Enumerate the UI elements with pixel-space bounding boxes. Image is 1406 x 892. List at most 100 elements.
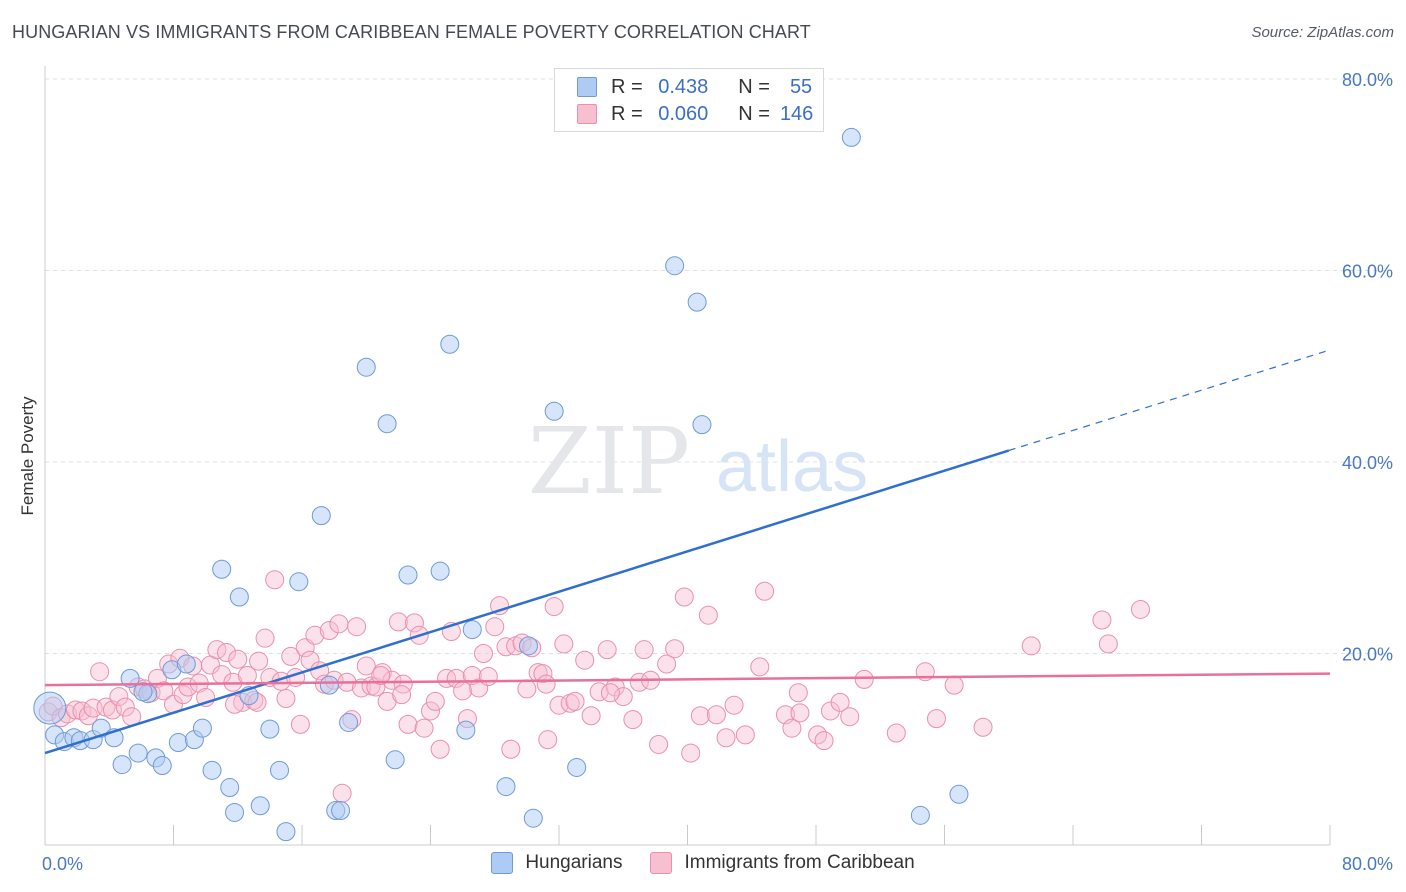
data-point-hungarians	[250, 796, 270, 816]
data-point-hungarians	[523, 808, 543, 828]
data-point-caribbean	[565, 691, 585, 711]
axes	[44, 66, 1331, 846]
data-point-hungarians	[496, 777, 516, 797]
y-tick-label: 40.0%	[1342, 453, 1393, 473]
data-point-caribbean	[319, 621, 339, 641]
data-point-caribbean	[698, 605, 718, 625]
data-point-caribbean	[430, 739, 450, 759]
data-point-caribbean	[782, 718, 802, 738]
data-point-caribbean	[228, 649, 248, 669]
stats-swatch-blue	[577, 77, 597, 97]
series-caribbean-points	[38, 570, 1150, 803]
data-point-hungarians	[319, 675, 339, 695]
data-point-hungarians	[289, 572, 309, 592]
data-point-caribbean	[1092, 610, 1112, 630]
legend-swatch-blue	[491, 852, 514, 874]
data-point-caribbean	[356, 656, 376, 676]
data-point-hungarians	[687, 292, 707, 312]
legend-label: Hungarians	[525, 852, 623, 873]
data-point-caribbean	[623, 710, 643, 730]
data-point-caribbean	[478, 666, 498, 686]
data-point-hungarians	[692, 415, 712, 435]
y-tick-label: 80.0%	[1342, 70, 1393, 90]
data-point-hungarians	[440, 334, 460, 354]
data-point-caribbean	[554, 634, 574, 654]
data-point-caribbean	[1021, 636, 1041, 656]
legend: Hungarians Immigrants from Caribbean	[0, 852, 1406, 874]
data-point-caribbean	[926, 709, 946, 729]
data-point-hungarians	[212, 559, 232, 579]
data-point-hungarians	[377, 414, 397, 434]
data-point-caribbean	[414, 718, 434, 738]
data-point-caribbean	[517, 679, 537, 699]
legend-item-hungarians[interactable]: Hungarians	[491, 852, 622, 874]
data-point-caribbean	[755, 581, 775, 601]
data-point-caribbean	[290, 714, 310, 734]
data-point-caribbean	[276, 689, 296, 709]
data-point-caribbean	[332, 783, 352, 803]
data-point-caribbean	[536, 674, 556, 694]
n-label: N =	[738, 75, 770, 98]
data-point-caribbean	[249, 651, 269, 671]
data-point-caribbean	[453, 681, 473, 701]
data-point-hungarians	[33, 691, 67, 725]
data-point-hungarians	[385, 750, 405, 770]
data-point-caribbean	[265, 570, 285, 590]
data-point-caribbean	[840, 707, 860, 727]
data-point-caribbean	[446, 668, 466, 688]
y-tick-label: 60.0%	[1342, 262, 1393, 282]
legend-swatch-pink	[650, 852, 673, 874]
watermark: ZIP atlas	[528, 408, 868, 515]
data-point-hungarians	[462, 620, 482, 640]
data-point-hungarians	[544, 401, 564, 421]
r-value: 0.060	[658, 102, 709, 125]
data-point-hungarians	[430, 561, 450, 581]
data-point-caribbean	[178, 677, 198, 697]
data-point-hungarians	[225, 802, 245, 822]
data-point-hungarians	[120, 668, 140, 688]
data-point-caribbean	[533, 664, 553, 684]
source-label: Source: ZipAtlas.com	[1251, 24, 1394, 41]
data-point-caribbean	[690, 706, 710, 726]
data-point-caribbean	[371, 666, 391, 686]
legend-item-caribbean[interactable]: Immigrants from Caribbean	[650, 852, 915, 874]
data-point-hungarians	[339, 712, 359, 732]
stats-box: R = 0.438 N = 55 R = 0.060 N = 146	[554, 68, 824, 132]
watermark-atlas: atlas	[716, 427, 868, 507]
data-point-caribbean	[649, 734, 669, 754]
chart-title: HUNGARIAN VS IMMIGRANTS FROM CARIBBEAN F…	[12, 22, 811, 42]
data-point-hungarians	[270, 760, 290, 780]
data-point-hungarians	[202, 760, 222, 780]
trend-lines	[44, 349, 1331, 755]
n-label: N =	[738, 102, 770, 125]
data-point-caribbean	[255, 628, 275, 648]
data-point-caribbean	[724, 695, 744, 715]
data-point-caribbean	[657, 654, 677, 674]
data-point-caribbean	[281, 646, 301, 666]
trend-line-caribbean	[44, 672, 1331, 687]
data-point-caribbean	[830, 692, 850, 712]
data-point-caribbean	[109, 687, 129, 707]
data-point-caribbean	[575, 650, 595, 670]
data-point-caribbean	[538, 730, 558, 750]
data-point-caribbean	[790, 703, 810, 723]
data-point-caribbean	[437, 668, 457, 688]
stats-row-caribbean: R = 0.060 N = 146	[577, 101, 813, 127]
data-point-caribbean	[944, 675, 964, 695]
trend-line-hungarians-extension	[1008, 349, 1331, 452]
data-point-caribbean	[496, 637, 516, 657]
data-point-caribbean	[329, 614, 349, 634]
data-point-caribbean	[886, 723, 906, 743]
data-point-caribbean	[501, 739, 521, 759]
data-point-caribbean	[388, 612, 408, 632]
trend-line-hungarians	[44, 449, 1010, 755]
n-value: 146	[779, 102, 814, 125]
data-point-hungarians	[133, 682, 153, 702]
data-point-caribbean	[217, 643, 237, 663]
data-point-hungarians	[311, 506, 331, 526]
data-point-hungarians	[665, 256, 685, 276]
data-point-caribbean	[716, 728, 736, 748]
stats-swatch-pink	[577, 104, 597, 124]
data-point-hungarians	[841, 127, 861, 147]
data-point-hungarians	[398, 565, 418, 585]
